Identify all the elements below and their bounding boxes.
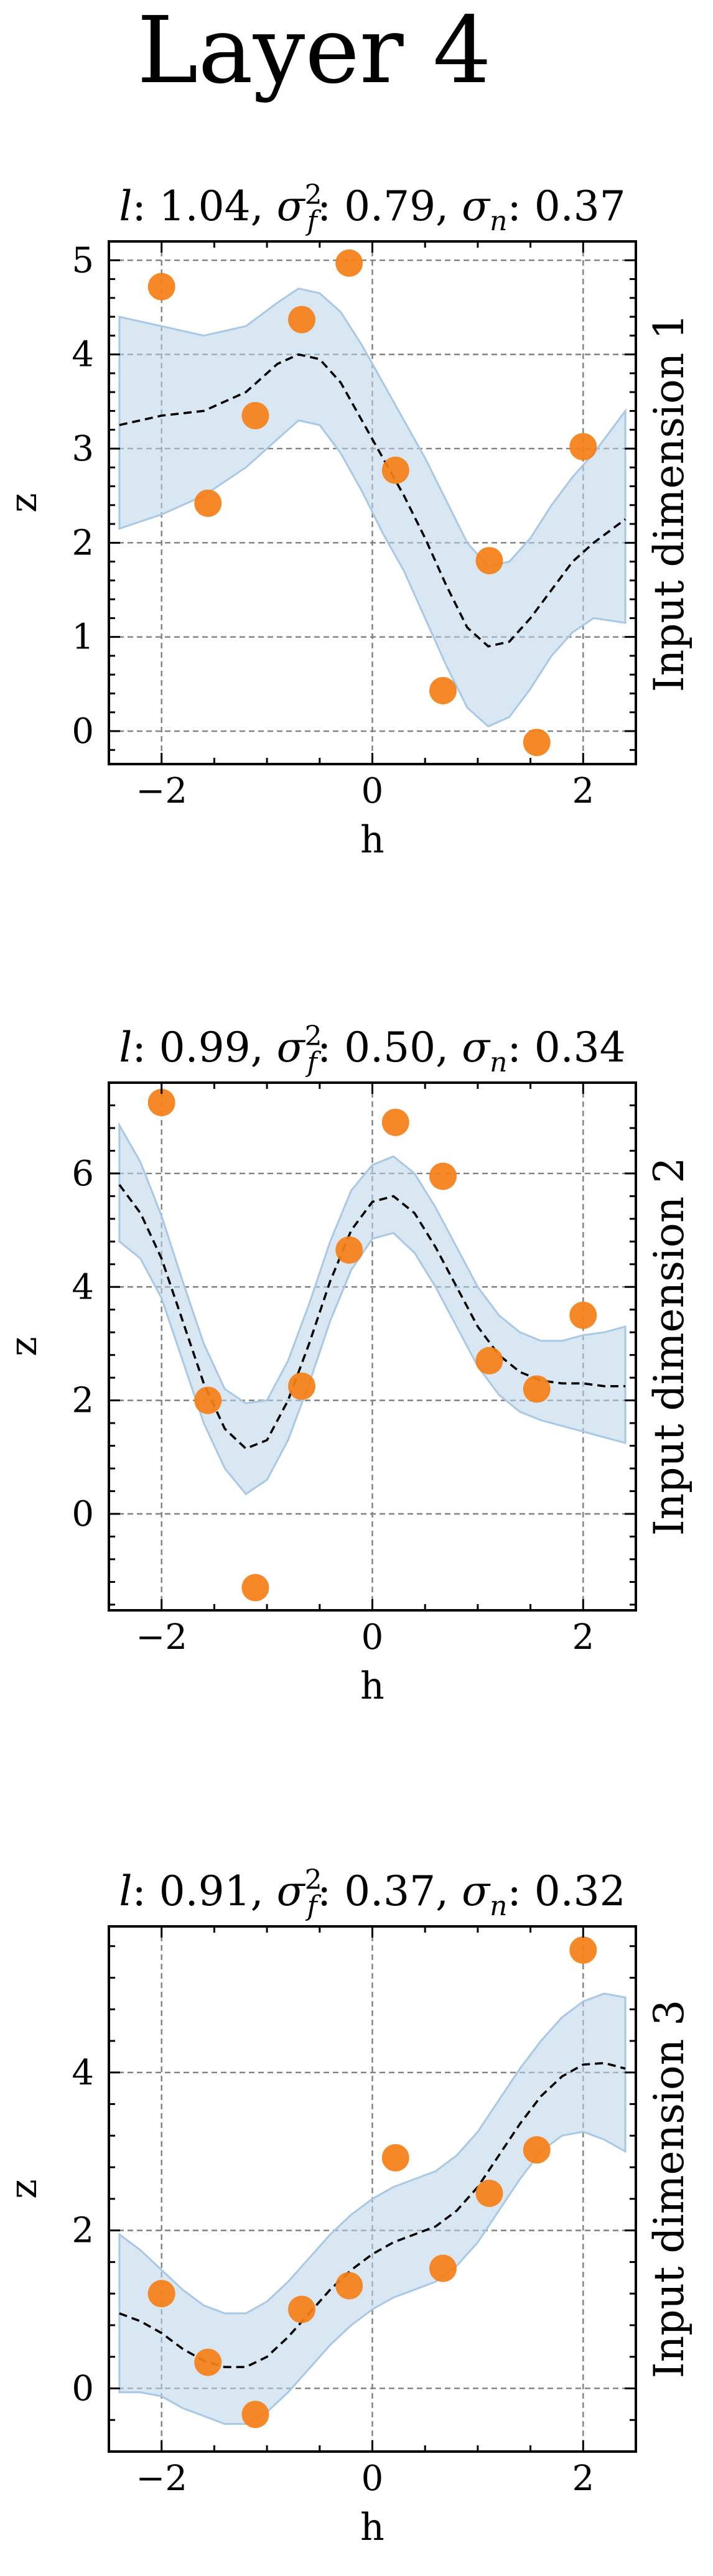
data-point [523, 729, 551, 757]
data-points [147, 1088, 597, 1602]
data-point [335, 2272, 363, 2300]
x-tick-label: −2 [136, 771, 187, 811]
x-tick-label: −2 [136, 2458, 187, 2499]
y-tick-label: 1 [72, 617, 94, 658]
data-point [381, 1108, 409, 1136]
data-points [147, 249, 597, 757]
data-point [523, 1375, 551, 1403]
data-point [569, 432, 597, 460]
data-point [147, 2280, 175, 2308]
data-point [429, 1162, 457, 1190]
x-tick-label: 0 [361, 1617, 384, 1658]
y-tick-label: 0 [72, 711, 94, 752]
data-point [475, 2179, 503, 2207]
confidence-band [118, 1121, 627, 1496]
data-point [194, 1386, 222, 1414]
y-axis-label: z [2, 493, 45, 513]
y-tick-label: 3 [72, 429, 94, 469]
input-dimension-label: Input dimension 2 [645, 1157, 693, 1536]
y-tick-label: 4 [72, 1267, 94, 1307]
panel-title: l: 0.99, σ2 f: 0.50, σn: 0.34 [119, 1020, 625, 1078]
data-point [194, 2348, 222, 2376]
data-point [241, 1574, 269, 1602]
data-point [241, 2401, 269, 2429]
data-point [335, 249, 363, 277]
input-dimension-label: Input dimension 3 [645, 2000, 693, 2379]
y-tick-label: 6 [72, 1154, 94, 1194]
data-point [335, 1236, 363, 1264]
charts: −2 0 2 0 1 2 3 4 5 h z Input dimension 1 l: 1.04, σ2… [2, 179, 693, 2549]
data-point [381, 2144, 409, 2172]
panel-title: l: 0.91, σ2 f: 0.37, σn: 0.32 [119, 1864, 625, 1922]
ticks [108, 240, 637, 764]
x-tick-label: 2 [572, 2458, 594, 2499]
x-axis-label: h [360, 1664, 384, 1708]
y-tick-label: 4 [72, 335, 94, 375]
confidence-band [118, 1992, 627, 2425]
y-tick-label: 0 [72, 2368, 94, 2409]
input-dimension-label: Input dimension 1 [645, 314, 693, 693]
figure-title: Layer 4 [137, 0, 492, 104]
chart-panel-2: −2 0 2 0 2 4 6 h z Input dimension 2 l: 0.99, σ2 f:… [2, 1020, 693, 1708]
data-point [288, 306, 316, 334]
chart-panel-1: −2 0 2 0 1 2 3 4 5 h z Input dimension 1 l: 1.04, σ2… [2, 179, 693, 862]
y-tick-label: 2 [72, 1381, 94, 1421]
y-tick-label: 5 [72, 240, 94, 281]
data-point [429, 676, 457, 704]
data-point [241, 402, 269, 429]
x-tick-label: 2 [572, 771, 594, 811]
data-point [475, 1346, 503, 1374]
y-tick-label: 2 [72, 523, 94, 563]
y-tick-label: 2 [72, 2211, 94, 2251]
data-point [147, 1088, 175, 1116]
data-point [569, 1301, 597, 1329]
y-tick-label: 0 [72, 1494, 94, 1534]
x-axis-label: h [360, 2506, 384, 2549]
x-tick-label: 0 [361, 2458, 384, 2499]
data-point [288, 2295, 316, 2323]
confidence-band [118, 287, 627, 728]
data-point [429, 2254, 457, 2282]
mean-line [119, 353, 627, 648]
data-points [147, 1936, 597, 2429]
y-axis-label: z [2, 2179, 45, 2199]
x-tick-label: 0 [361, 771, 384, 811]
data-point [569, 1936, 597, 1964]
panel-title: l: 1.04, σ2 f: 0.79, σn: 0.37 [119, 179, 625, 237]
x-axis-label: h [360, 818, 384, 862]
y-axis-label: z [2, 1337, 45, 1356]
x-tick-label: −2 [136, 1617, 187, 1658]
data-point [523, 2136, 551, 2164]
data-point [288, 1372, 316, 1400]
y-tick-label: 4 [72, 2053, 94, 2093]
data-point [194, 489, 222, 517]
data-point [475, 547, 503, 575]
ticks [108, 1081, 637, 1610]
data-point [381, 456, 409, 484]
mean-line [118, 1184, 626, 1450]
ticks [108, 1926, 637, 2453]
chart-panel-3: −2 0 2 0 2 4 h z Input dimension 3 l: 0.91, σ2 f: … [2, 1864, 693, 2549]
x-tick-label: 2 [572, 1617, 594, 1658]
data-point [147, 273, 175, 301]
